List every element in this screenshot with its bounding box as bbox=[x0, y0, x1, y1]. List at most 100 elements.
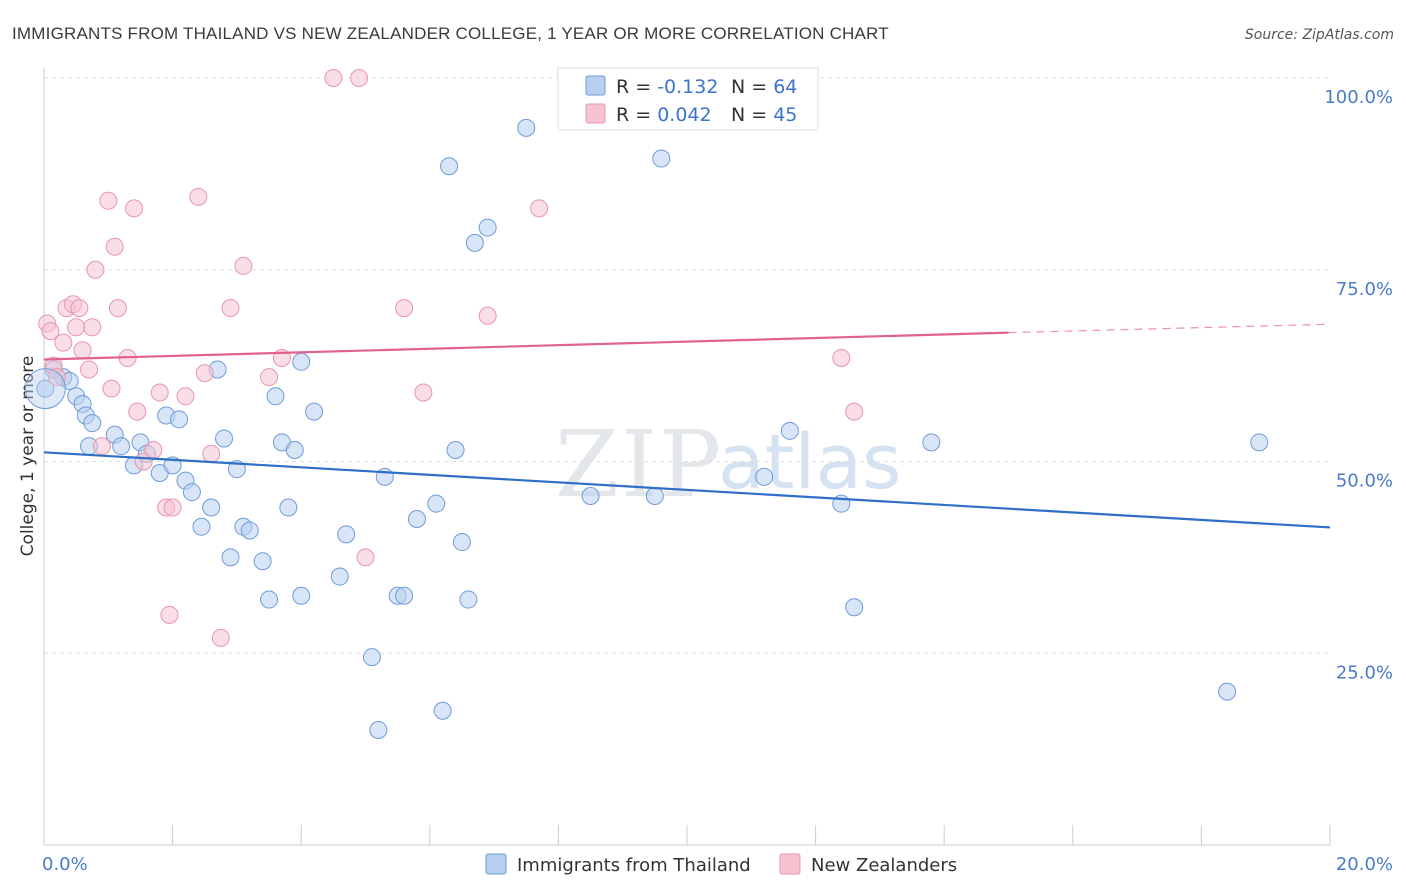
legend-r-value-new-zealanders: 0.042 bbox=[657, 104, 711, 126]
point-thailand bbox=[517, 118, 536, 137]
legend-n-value-new-zealanders: 45 bbox=[773, 104, 797, 126]
point-new-zealanders bbox=[80, 360, 99, 379]
point-new-zealanders bbox=[70, 299, 89, 318]
point-thailand bbox=[240, 521, 259, 540]
point-thailand bbox=[465, 233, 484, 252]
point-thailand bbox=[292, 352, 311, 371]
trend-line-extension-new-zealanders bbox=[1008, 323, 1331, 334]
point-new-zealanders bbox=[47, 368, 66, 387]
y-axis-label: College, 1 year or more bbox=[18, 356, 38, 557]
point-new-zealanders bbox=[54, 333, 73, 352]
legend-swatch-new-zealanders bbox=[585, 103, 606, 124]
point-new-zealanders bbox=[102, 379, 121, 398]
point-thailand bbox=[266, 387, 285, 406]
point-new-zealanders bbox=[150, 383, 169, 402]
legend-n-label-thailand: N = bbox=[731, 76, 773, 98]
bottom-legend-swatch-thailand bbox=[485, 853, 507, 875]
point-thailand bbox=[170, 410, 189, 429]
x-tick-labels: 0.0% 20.0% bbox=[42, 854, 1393, 875]
point-thailand bbox=[221, 548, 240, 567]
point-new-zealanders bbox=[176, 387, 195, 406]
trend-lines bbox=[43, 323, 1331, 529]
point-new-zealanders bbox=[125, 199, 144, 218]
point-thailand bbox=[215, 429, 234, 448]
legend-n-row-new-zealanders: N = 45 bbox=[731, 104, 797, 126]
series-legend: Immigrants from Thailand New Zealanders bbox=[485, 853, 957, 876]
point-thailand bbox=[253, 552, 272, 571]
point-thailand bbox=[192, 517, 211, 536]
legend-n-value-thailand: 64 bbox=[773, 76, 797, 98]
point-thailand bbox=[440, 157, 459, 176]
legend-swatch-thailand bbox=[585, 75, 606, 96]
point-new-zealanders bbox=[41, 322, 60, 341]
point-thailand bbox=[845, 598, 864, 617]
point-new-zealanders bbox=[108, 299, 127, 318]
point-new-zealanders bbox=[105, 237, 124, 256]
point-thailand bbox=[337, 525, 356, 544]
point-thailand bbox=[478, 218, 497, 237]
point-new-zealanders bbox=[67, 318, 86, 337]
point-new-zealanders bbox=[99, 191, 118, 210]
point-new-zealanders bbox=[324, 69, 343, 87]
point-thailand bbox=[285, 440, 304, 459]
chart-source: Source: ZipAtlas.com bbox=[1245, 27, 1394, 43]
point-new-zealanders bbox=[92, 437, 111, 456]
point-thailand bbox=[433, 701, 452, 720]
grid-lines bbox=[44, 77, 1330, 654]
point-thailand bbox=[1250, 433, 1269, 452]
point-new-zealanders bbox=[144, 440, 163, 459]
legend-r-label-new-zealanders: R = bbox=[616, 104, 657, 126]
point-thailand bbox=[395, 586, 414, 605]
bottom-legend-label-thailand: Immigrants from Thailand bbox=[517, 855, 751, 876]
point-new-zealanders bbox=[202, 444, 221, 463]
stats-legend: R = -0.132 N = 64 R = 0.042 N = 45 bbox=[557, 67, 819, 131]
point-new-zealanders bbox=[414, 383, 433, 402]
point-thailand bbox=[202, 498, 221, 517]
point-thailand bbox=[459, 590, 478, 609]
point-thailand bbox=[645, 487, 664, 506]
point-new-zealanders bbox=[195, 364, 214, 383]
point-new-zealanders bbox=[73, 341, 92, 360]
point-new-zealanders bbox=[356, 548, 375, 567]
point-new-zealanders bbox=[160, 605, 179, 624]
point-thailand bbox=[305, 402, 324, 421]
y-tick-label: 100.0% bbox=[1324, 87, 1393, 108]
trend-line-new-zealanders bbox=[43, 331, 1009, 361]
data-points bbox=[24, 69, 1269, 739]
legend-n-row-thailand: N = 64 bbox=[731, 76, 797, 98]
point-thailand bbox=[362, 648, 381, 667]
point-thailand bbox=[407, 510, 426, 529]
point-new-zealanders bbox=[163, 498, 182, 517]
point-new-zealanders bbox=[832, 348, 851, 367]
point-new-zealanders bbox=[350, 69, 369, 87]
chart-title: IMMIGRANTS FROM THAILAND VS NEW ZEALANDE… bbox=[12, 24, 889, 43]
point-thailand bbox=[36, 379, 55, 398]
legend-r-label-thailand: R = bbox=[616, 76, 657, 98]
point-thailand bbox=[260, 590, 279, 609]
point-new-zealanders bbox=[221, 299, 240, 318]
point-new-zealanders bbox=[478, 306, 497, 325]
point-thailand-large bbox=[24, 368, 66, 410]
point-thailand bbox=[652, 149, 671, 168]
y-tick-label: 75.0% bbox=[1336, 279, 1393, 300]
legend-r-value-thailand: -0.132 bbox=[657, 76, 718, 98]
point-thailand bbox=[292, 586, 311, 605]
point-thailand bbox=[452, 533, 471, 552]
point-thailand bbox=[279, 498, 298, 517]
point-thailand bbox=[1218, 682, 1237, 701]
point-new-zealanders bbox=[395, 299, 414, 318]
point-thailand bbox=[780, 421, 799, 440]
trend-line-thailand bbox=[43, 451, 1331, 529]
legend-row-thailand: R = -0.132 bbox=[616, 76, 718, 98]
point-thailand bbox=[83, 414, 102, 433]
point-new-zealanders bbox=[234, 256, 253, 275]
point-thailand bbox=[922, 433, 941, 452]
point-new-zealanders bbox=[845, 402, 864, 421]
point-thailand bbox=[427, 494, 446, 513]
point-thailand bbox=[182, 483, 201, 502]
point-thailand bbox=[330, 567, 349, 586]
watermark-zip: ZIP bbox=[555, 411, 723, 518]
point-thailand bbox=[446, 440, 465, 459]
legend-n-label-new-zealanders: N = bbox=[731, 104, 773, 126]
